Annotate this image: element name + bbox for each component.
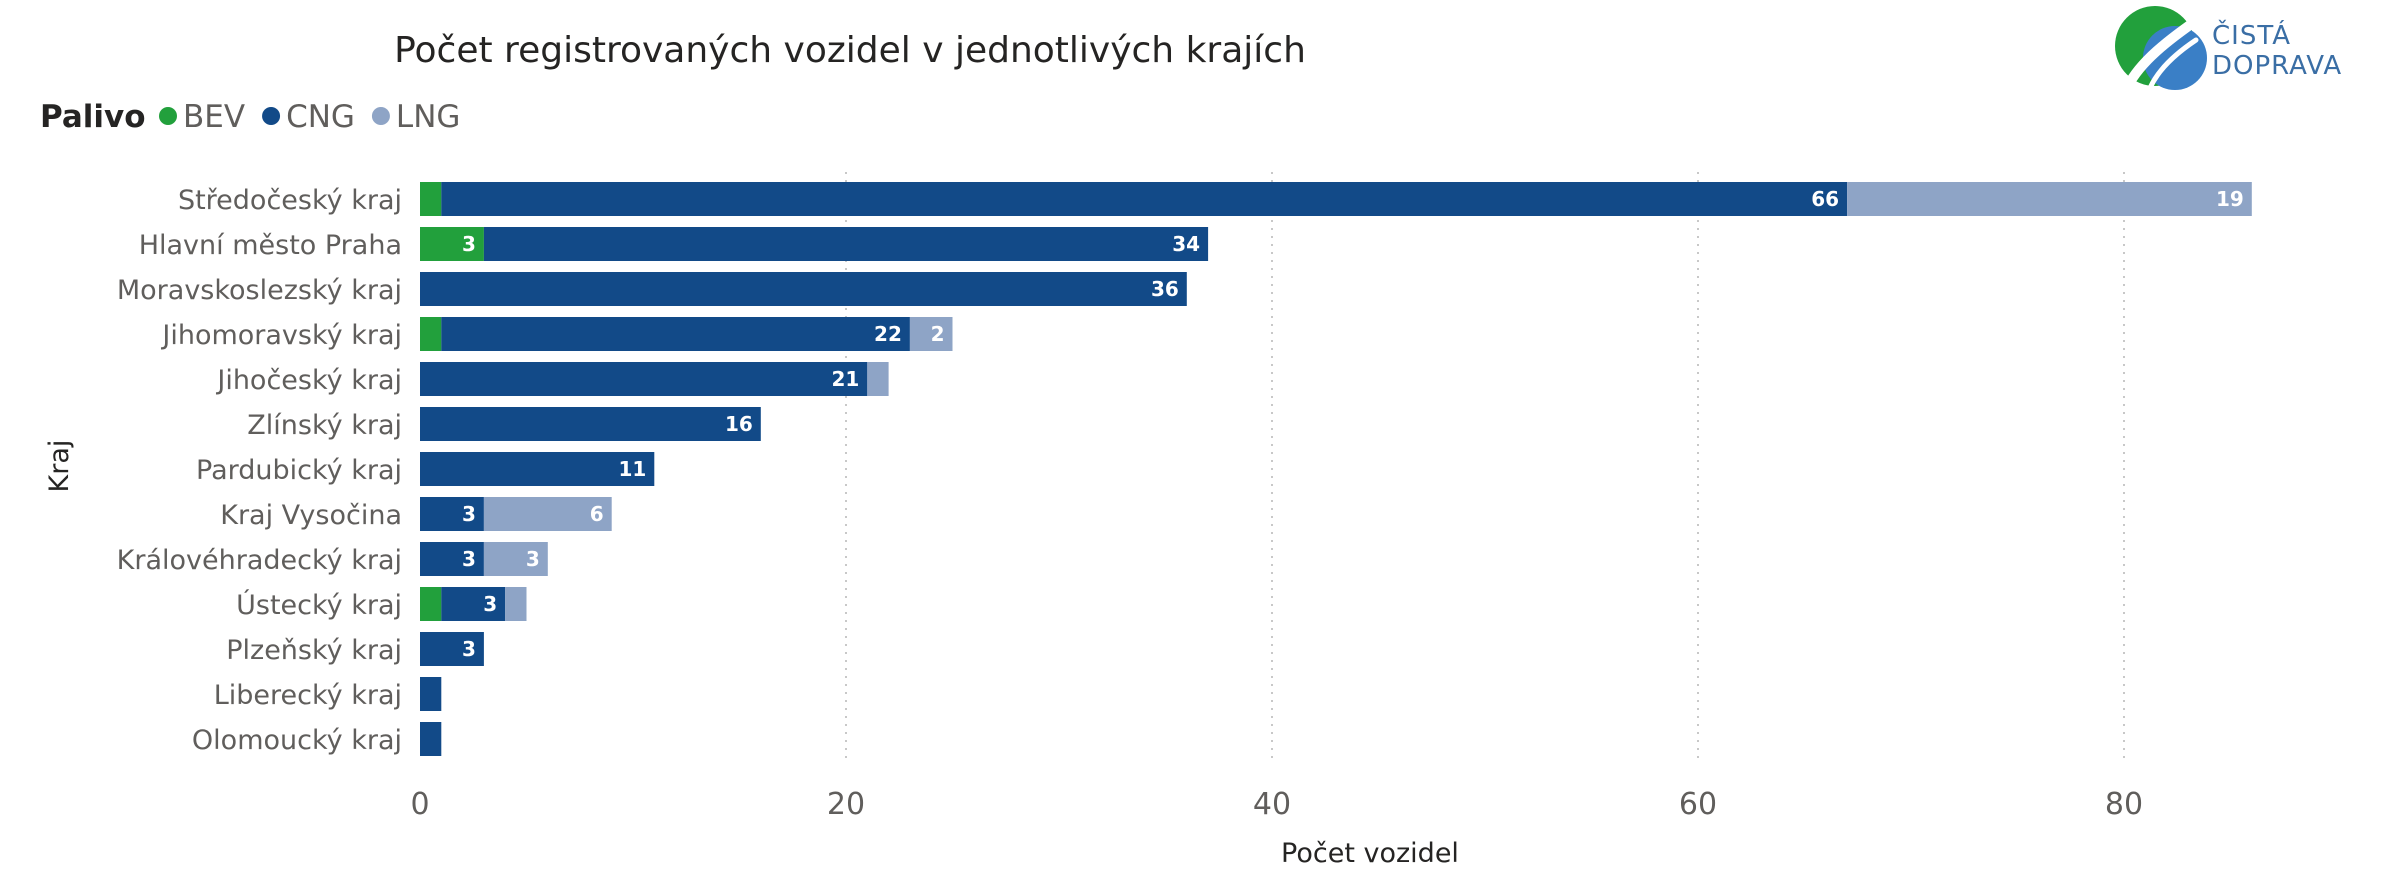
category-label-ustecky-kraj: Ústecký kraj bbox=[236, 589, 402, 621]
gridlines bbox=[845, 172, 2125, 760]
data-label-cng-kraj-vysocina: 3 bbox=[462, 502, 476, 526]
category-label-kraj-vysocina: Kraj Vysočina bbox=[220, 500, 402, 531]
data-label-lng-kraj-vysocina: 6 bbox=[590, 502, 604, 526]
data-label-lng-kralovehradecky-kraj: 3 bbox=[526, 547, 540, 571]
x-tick-60: 60 bbox=[1679, 787, 1717, 822]
category-label-jihomoravsky-kraj: Jihomoravský kraj bbox=[160, 320, 402, 351]
logo-mark-icon bbox=[2115, 6, 2207, 91]
bar-lng-jihomoravsky-kraj bbox=[909, 317, 953, 351]
data-label-cng-hlavni-mesto-praha: 34 bbox=[1172, 232, 1200, 256]
data-label-cng-plzensky-kraj: 3 bbox=[462, 637, 476, 661]
bar-bev-jihomoravsky-kraj bbox=[420, 317, 442, 351]
bar-cng-kralovehradecky-kraj bbox=[420, 542, 484, 576]
bar-lng-stredocesky-kraj bbox=[1847, 182, 2252, 216]
category-label-stredocesky-kraj: Středočeský kraj bbox=[178, 185, 402, 216]
legend: Palivo BEV CNG LNG bbox=[40, 99, 460, 135]
data-label-lng-stredocesky-kraj: 19 bbox=[2216, 187, 2244, 211]
x-tick-40: 40 bbox=[1253, 787, 1291, 822]
bar-lng-kralovehradecky-kraj bbox=[483, 542, 548, 576]
logo-text-line2: DOPRAVA bbox=[2212, 51, 2342, 81]
bar-cng-moravskoslezsky-kraj bbox=[420, 272, 1187, 306]
bar-cng-plzensky-kraj bbox=[420, 632, 484, 666]
legend-marker-cng bbox=[262, 107, 281, 125]
data-label-cng-ustecky-kraj: 3 bbox=[483, 592, 497, 616]
bar-cng-liberecky-kraj bbox=[420, 677, 442, 711]
data-label-bev-hlavni-mesto-praha: 3 bbox=[462, 232, 476, 256]
bar-cng-stredocesky-kraj bbox=[441, 182, 1848, 216]
data-label-cng-stredocesky-kraj: 66 bbox=[1811, 187, 1839, 211]
legend-label-bev: BEV bbox=[183, 99, 245, 135]
category-labels: Středočeský kraj Hlavní město Praha Moravs… bbox=[117, 185, 402, 756]
bar-bev-hlavni-mesto-praha bbox=[420, 227, 484, 261]
bar-cng-jihocesky-kraj bbox=[420, 362, 868, 396]
data-label-cng-zlinsky-kraj: 16 bbox=[725, 412, 753, 436]
data-label-cng-kralovehradecky-kraj: 3 bbox=[462, 547, 476, 571]
bar-cng-kraj-vysocina bbox=[420, 497, 484, 531]
legend-title: Palivo bbox=[40, 99, 146, 135]
bar-cng-zlinsky-kraj bbox=[420, 407, 761, 441]
bars bbox=[420, 182, 2252, 756]
bar-lng-ustecky-kraj bbox=[505, 587, 527, 621]
category-label-plzensky-kraj: Plzeňský kraj bbox=[226, 635, 402, 666]
legend-label-lng: LNG bbox=[396, 99, 460, 135]
x-tick-20: 20 bbox=[827, 787, 865, 822]
category-label-kralovehradecky-kraj: Královéhradecký kraj bbox=[117, 545, 402, 576]
category-label-olomoucky-kraj: Olomoucký kraj bbox=[192, 725, 402, 756]
category-label-liberecky-kraj: Liberecký kraj bbox=[214, 680, 402, 711]
data-label-lng-jihomoravsky-kraj: 2 bbox=[931, 322, 945, 346]
logo-text-line1: ČISTÁ bbox=[2212, 19, 2291, 51]
bar-cng-olomoucky-kraj bbox=[420, 722, 442, 756]
logo: ČISTÁ DOPRAVA bbox=[2115, 6, 2342, 91]
legend-marker-lng bbox=[371, 107, 390, 125]
legend-label-cng: CNG bbox=[286, 99, 355, 135]
bar-lng-jihocesky-kraj bbox=[867, 362, 889, 396]
chart-title: Počet registrovaných vozidel v jednotliv… bbox=[394, 30, 1306, 71]
x-tick-labels: 0 20 40 60 80 bbox=[410, 787, 2143, 822]
bar-bev-stredocesky-kraj bbox=[420, 182, 442, 216]
x-tick-80: 80 bbox=[2105, 787, 2143, 822]
legend-marker-bev bbox=[159, 107, 177, 125]
category-label-pardubicky-kraj: Pardubický kraj bbox=[196, 455, 402, 486]
bar-cng-jihomoravsky-kraj bbox=[441, 317, 910, 351]
bar-bev-ustecky-kraj bbox=[420, 587, 442, 621]
category-label-jihocesky-kraj: Jihočeský kraj bbox=[215, 365, 402, 396]
bar-lng-kraj-vysocina bbox=[483, 497, 612, 531]
x-tick-0: 0 bbox=[410, 787, 429, 822]
data-label-cng-jihocesky-kraj: 21 bbox=[831, 367, 859, 391]
data-label-cng-moravskoslezsky-kraj: 36 bbox=[1151, 277, 1179, 301]
category-label-hlavni-mesto-praha: Hlavní město Praha bbox=[139, 230, 402, 261]
x-axis-title: Počet vozidel bbox=[1281, 838, 1459, 869]
bar-cng-ustecky-kraj bbox=[441, 587, 506, 621]
data-label-cng-pardubicky-kraj: 11 bbox=[618, 457, 646, 481]
category-label-zlinsky-kraj: Zlínský kraj bbox=[247, 410, 402, 441]
y-axis-title: Kraj bbox=[44, 440, 75, 493]
data-label-cng-jihomoravsky-kraj: 22 bbox=[874, 322, 902, 346]
bar-cng-hlavni-mesto-praha bbox=[483, 227, 1209, 261]
bar-cng-pardubicky-kraj bbox=[420, 452, 655, 486]
category-label-moravskoslezsky-kraj: Moravskoslezský kraj bbox=[117, 275, 402, 306]
